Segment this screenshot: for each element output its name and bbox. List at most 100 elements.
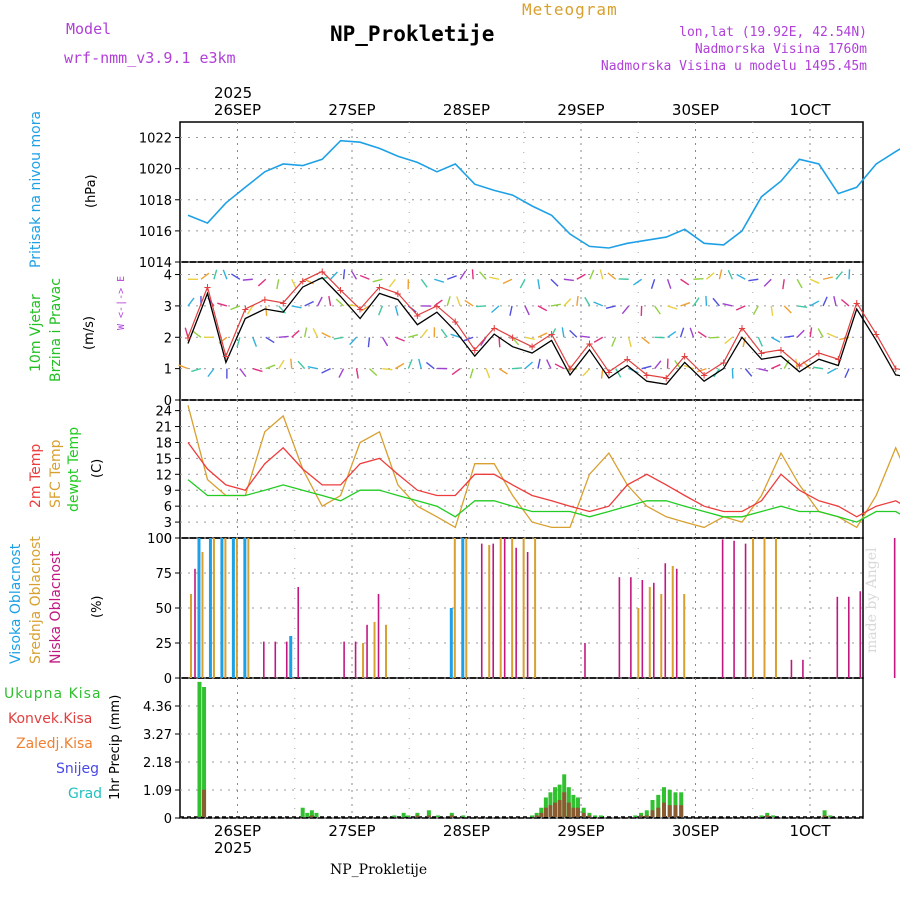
pressure-line <box>187 139 900 249</box>
wind-arrow <box>519 278 526 289</box>
wind-arrow <box>469 368 474 379</box>
gust-marker: + <box>777 343 784 357</box>
total-precip-bar <box>566 787 571 817</box>
panel-frame <box>179 121 864 263</box>
wind-arrow <box>213 269 218 280</box>
wind-arrow <box>600 368 604 379</box>
wind-arrow <box>312 327 319 338</box>
wind-arrow <box>378 305 384 316</box>
date-label-bottom: 29SEP <box>557 822 604 840</box>
date-label-top: 27SEP <box>328 101 375 119</box>
ytick-label: 1016 <box>139 225 172 240</box>
ytick-label: 0 <box>164 394 172 409</box>
wind-arrow <box>187 297 195 307</box>
date-label-top: 28SEP <box>443 101 490 119</box>
wind-arrow <box>742 337 747 348</box>
gust-marker: + <box>452 315 459 329</box>
gust-marker: + <box>873 327 880 341</box>
wind-arrow <box>724 336 733 345</box>
gust-marker: + <box>261 293 268 307</box>
wind-arrow <box>381 336 389 347</box>
wind-arrow <box>752 305 759 315</box>
gust-marker: + <box>184 330 191 344</box>
high-cloud-bar <box>197 538 201 678</box>
panel-frame <box>179 399 864 539</box>
wind-arrow <box>372 278 383 283</box>
wind-arrow <box>178 364 189 370</box>
wind-arrow <box>479 271 487 280</box>
date-label-bottom: 28SEP <box>443 822 490 840</box>
legend-total: Ukupna Kisa <box>4 686 102 702</box>
ytick-label: 3 <box>164 516 172 531</box>
total-precip-bar <box>644 810 649 817</box>
wind-arrow <box>680 278 690 286</box>
wind-arrow <box>502 278 513 285</box>
wind-arrow <box>770 336 781 343</box>
ytick-label: 50 <box>155 602 172 617</box>
total-precip-bar <box>581 807 586 817</box>
ytick-label: 2.18 <box>143 756 172 771</box>
wind-arrow <box>524 305 530 316</box>
wind-arrow <box>265 364 276 370</box>
wind-arrow <box>433 299 443 307</box>
wind-arrow <box>607 272 617 280</box>
convective-precip-bar <box>415 815 420 817</box>
ytick-label: 1 <box>164 363 172 378</box>
total-precip-bar <box>822 810 827 817</box>
total-precip-bar <box>662 787 667 817</box>
meteogram-label: Meteogram <box>522 0 618 19</box>
gust-marker: + <box>605 365 612 379</box>
total-precip-bar <box>401 812 406 817</box>
cloud-label-2: Srednja Oblacnost <box>28 536 44 664</box>
temp-unit: (C) <box>90 458 105 478</box>
wind-arrow <box>207 368 215 378</box>
panel-frame <box>179 261 864 401</box>
convective-precip-bar <box>822 815 827 817</box>
total-precip-bar <box>543 797 548 817</box>
convective-precip-bar <box>673 805 678 817</box>
gust-marker: + <box>509 330 516 344</box>
total-precip-bar <box>415 812 420 817</box>
date-label-bottom: 30SEP <box>672 822 719 840</box>
wind-arrow <box>680 301 691 307</box>
convective-precip-bar <box>644 815 649 817</box>
wind-arrow <box>368 368 378 376</box>
convective-precip-bar <box>553 802 558 817</box>
convective-precip-bar <box>587 815 592 817</box>
wind-arrow <box>679 327 685 338</box>
wind-arrow <box>291 278 297 289</box>
gust-marker: + <box>222 349 229 363</box>
wind-arrow <box>796 278 803 289</box>
ytick-label: 75 <box>155 567 172 582</box>
wind-arrow <box>667 305 678 310</box>
ytick-label: 2 <box>164 331 172 346</box>
wind-arrow <box>813 366 824 370</box>
wind-arrow <box>278 359 285 370</box>
year-bottom: 2025 <box>214 839 253 857</box>
dewpt-line <box>187 479 900 523</box>
wind-arrow <box>633 278 643 286</box>
wind-arrow <box>321 368 331 374</box>
wind-arrow <box>569 329 578 338</box>
wind-arrow <box>840 298 850 307</box>
wind-arrow <box>459 270 467 280</box>
total-precip-bar <box>202 686 207 817</box>
gust-marker: + <box>892 362 899 376</box>
gust-marker: + <box>299 274 306 288</box>
wind-arrow <box>826 332 837 338</box>
wind-arrow <box>360 305 370 312</box>
total-precip-bar <box>633 815 638 817</box>
wind-arrow <box>394 305 399 316</box>
wind-arrow <box>550 328 557 338</box>
total-precip-bar <box>534 812 539 817</box>
wind-arrow <box>420 328 429 338</box>
wind-arrow <box>727 269 734 280</box>
high-cloud-bar <box>449 608 453 678</box>
convective-precip-bar <box>667 805 672 817</box>
sfc-temp-line <box>187 405 900 529</box>
wind-arrow <box>736 273 746 280</box>
high-cloud-bar <box>243 538 247 678</box>
gust-marker: + <box>528 340 535 354</box>
wind-arrow <box>524 361 533 370</box>
wind-arrow <box>744 368 753 377</box>
